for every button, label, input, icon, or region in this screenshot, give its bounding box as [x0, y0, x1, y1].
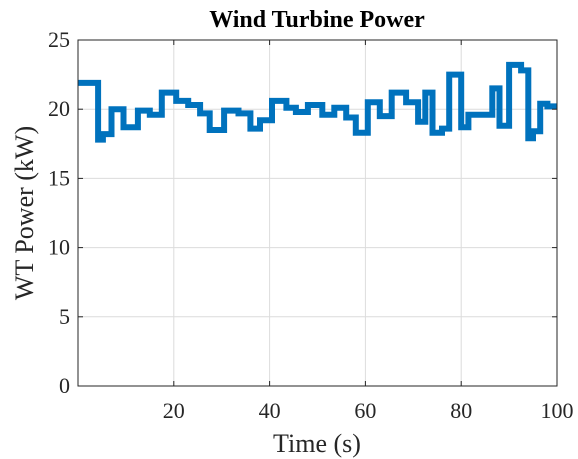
series-layer	[78, 61, 557, 143]
ticks: 0 5 10 15 20 25 20 40 60 80 100	[48, 27, 574, 423]
y-tick-label: 20	[48, 96, 70, 121]
x-axis-label: Time (s)	[273, 429, 361, 458]
y-tick-label: 15	[48, 165, 70, 190]
y-tick-label: 5	[59, 304, 70, 329]
x-tick-label: 40	[259, 398, 281, 423]
y-axis-label: WT Power (kW)	[10, 126, 39, 300]
y-tick-label: 10	[48, 235, 70, 260]
chart-title: Wind Turbine Power	[209, 7, 425, 33]
series-line	[78, 61, 557, 143]
x-tick-label: 100	[541, 398, 574, 423]
grid	[78, 39, 558, 387]
y-tick-label: 0	[59, 373, 70, 398]
y-tick-label: 25	[48, 27, 70, 52]
x-tick-label: 20	[163, 398, 185, 423]
x-tick-label: 60	[354, 398, 376, 423]
x-tick-label: 80	[450, 398, 472, 423]
plot-area-frame	[77, 39, 558, 387]
